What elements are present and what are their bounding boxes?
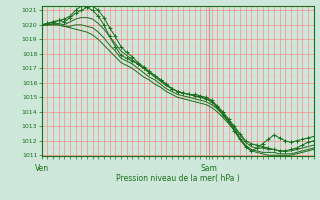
X-axis label: Pression niveau de la mer( hPa ): Pression niveau de la mer( hPa ) [116, 174, 239, 183]
